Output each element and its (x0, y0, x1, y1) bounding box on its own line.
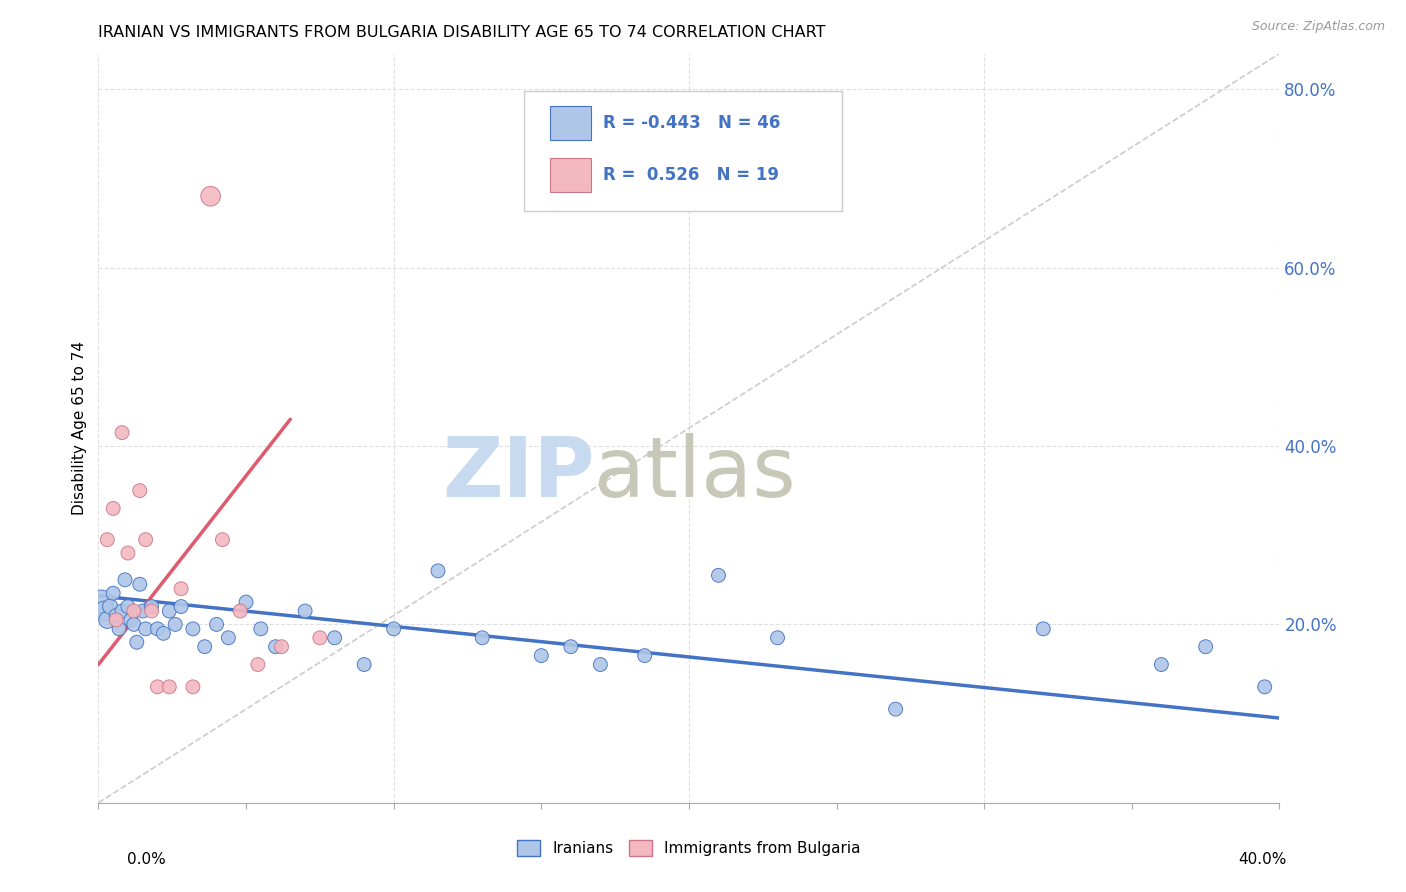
Point (270, 640, 292, 654)
Point (98, 599, 121, 614)
Text: R =  0.526   N = 19: R = 0.526 N = 19 (603, 166, 779, 185)
Point (114, 573, 136, 587)
Point (560, 640, 582, 654)
Point (111, 425, 134, 440)
Text: 40.0%: 40.0% (1239, 852, 1286, 867)
Point (382, 622, 405, 636)
Text: Source: ZipAtlas.com: Source: ZipAtlas.com (1251, 20, 1385, 33)
Point (471, 631, 494, 645)
Text: IRANIAN VS IMMIGRANTS FROM BULGARIA DISABILITY AGE 65 TO 74 CORRELATION CHART: IRANIAN VS IMMIGRANTS FROM BULGARIA DISA… (98, 25, 825, 40)
Point (132, 604, 155, 618)
Point (766, 631, 789, 645)
Point (264, 640, 287, 654)
Point (96, 613, 118, 627)
Point (157, 604, 180, 618)
Point (111, 604, 134, 618)
Point (309, 631, 332, 645)
Point (1195, 640, 1218, 654)
Point (707, 568, 730, 582)
Point (93, 604, 115, 618)
Point (1032, 622, 1054, 636)
Point (146, 680, 169, 694)
Text: atlas: atlas (595, 433, 796, 514)
Point (122, 604, 145, 618)
Point (294, 604, 316, 618)
Point (353, 657, 375, 672)
Point (1254, 680, 1277, 694)
Bar (550, 159, 591, 192)
Point (1150, 657, 1173, 672)
Legend: Iranians, Immigrants from Bulgaria: Iranians, Immigrants from Bulgaria (512, 834, 866, 863)
Point (141, 599, 163, 614)
Point (427, 564, 450, 578)
Text: R = -0.443   N = 46: R = -0.443 N = 46 (603, 114, 780, 132)
Point (135, 533, 157, 547)
Point (200, 189, 222, 203)
Point (323, 631, 346, 645)
Point (128, 483, 150, 498)
Point (165, 617, 187, 632)
Point (170, 599, 193, 614)
Point (205, 617, 228, 632)
Point (105, 613, 128, 627)
Point (170, 582, 193, 596)
Point (90, 595, 112, 609)
Point (122, 617, 145, 632)
Point (120, 613, 142, 627)
Point (217, 631, 239, 645)
Point (235, 595, 257, 609)
Point (128, 577, 150, 591)
Point (103, 501, 125, 516)
Point (211, 533, 233, 547)
Point (246, 657, 269, 672)
Point (96, 533, 118, 547)
Point (108, 622, 131, 636)
Bar (550, 106, 591, 140)
Point (157, 680, 180, 694)
Point (194, 640, 217, 654)
Point (181, 622, 204, 636)
Point (146, 622, 169, 636)
Point (105, 608, 128, 623)
Point (229, 604, 252, 618)
Point (117, 546, 139, 560)
Point (634, 648, 657, 663)
Text: ZIP: ZIP (441, 433, 595, 514)
Point (135, 622, 157, 636)
Point (117, 599, 139, 614)
Point (181, 680, 204, 694)
Point (141, 604, 163, 618)
FancyBboxPatch shape (523, 91, 842, 211)
Point (250, 622, 273, 636)
Point (103, 586, 125, 600)
Point (589, 657, 612, 672)
Point (530, 648, 553, 663)
Point (125, 635, 148, 649)
Y-axis label: Disability Age 65 to 74: Disability Age 65 to 74 (72, 341, 87, 516)
Text: 0.0%: 0.0% (127, 852, 166, 867)
Point (152, 626, 174, 640)
Point (884, 702, 907, 716)
